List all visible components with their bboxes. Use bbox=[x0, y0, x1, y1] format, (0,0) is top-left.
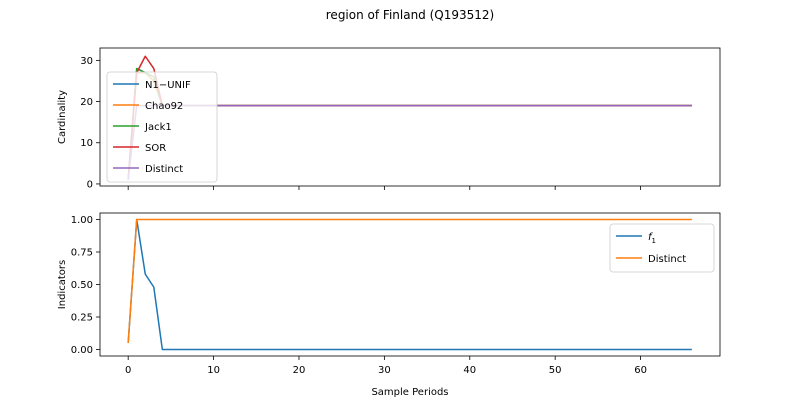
y-tick-label: 1.00 bbox=[71, 215, 93, 226]
legend-label-sor: SOR bbox=[145, 143, 166, 154]
x-tick-label: 30 bbox=[378, 365, 391, 376]
legend-label-distinct: Distinct bbox=[145, 164, 183, 175]
legend-box bbox=[106, 71, 218, 183]
y-tick-label: 0.50 bbox=[71, 280, 93, 291]
legend-label-main: f bbox=[648, 232, 653, 243]
y-tick-label: 0.25 bbox=[71, 313, 93, 324]
legend-label-n1-unif: N1−UNIF bbox=[145, 80, 191, 91]
x-axis-label: Sample Periods bbox=[371, 387, 448, 398]
y-tick-label: 10 bbox=[80, 138, 93, 149]
figure-title: region of Finland (Q193512) bbox=[326, 8, 494, 22]
y-axis-label: Indicators bbox=[57, 260, 68, 309]
legend-label-jack1: Jack1 bbox=[144, 122, 172, 133]
y-tick-label: 20 bbox=[80, 97, 93, 108]
x-tick-label: 60 bbox=[634, 365, 647, 376]
legend-label-chao92: Chao92 bbox=[145, 101, 183, 112]
y-tick-label: 30 bbox=[80, 56, 93, 67]
legend-label-f1: f1 bbox=[648, 232, 656, 245]
legend-label-distinct: Distinct bbox=[648, 254, 686, 265]
indicators-panel: 0 10 20 30 40 50 60 0.00 0.25 0.50 0.75 1.00 Indicat… bbox=[57, 212, 721, 398]
legend-label-subscript: 1 bbox=[652, 237, 656, 245]
x-tick-label: 0 bbox=[125, 365, 131, 376]
x-tick-label: 10 bbox=[207, 365, 220, 376]
y-axis-label: Cardinality bbox=[57, 90, 68, 144]
cardinality-panel: 0 10 20 30 Cardinality N1−UNIF Chao92 Jack1 SOR D… bbox=[57, 47, 721, 190]
x-tick-label: 40 bbox=[463, 365, 476, 376]
y-tick-label: 0.00 bbox=[71, 345, 93, 356]
y-tick-label: 0 bbox=[87, 179, 93, 190]
series-line-distinct bbox=[127, 218, 692, 344]
x-tick-label: 50 bbox=[549, 365, 562, 376]
x-tick-label: 20 bbox=[293, 365, 306, 376]
y-tick-label: 0.75 bbox=[71, 248, 93, 259]
